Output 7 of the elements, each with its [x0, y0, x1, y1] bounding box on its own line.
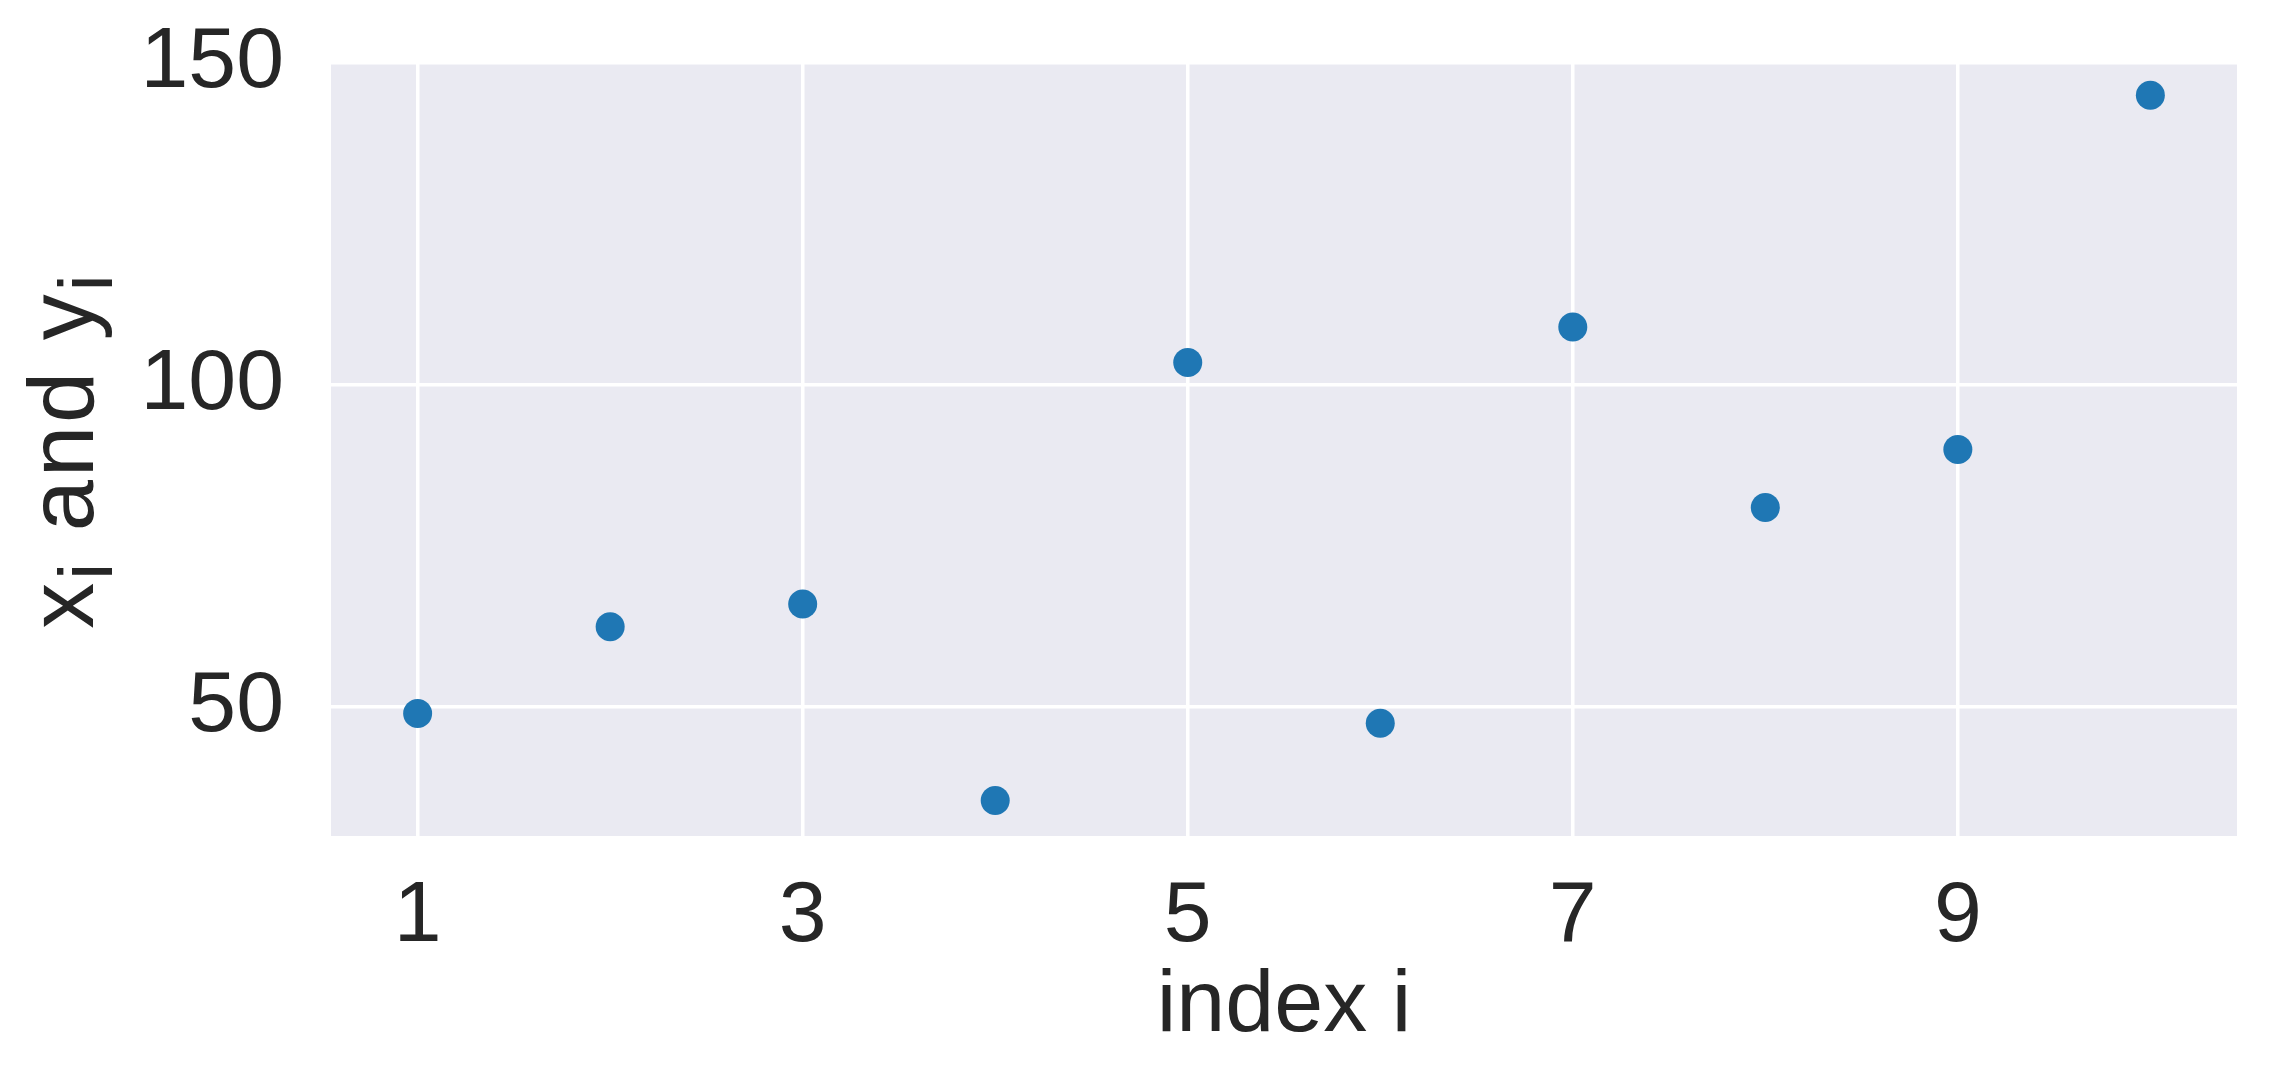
y-tick-label: 150 — [140, 8, 284, 105]
y-tick-label: 50 — [188, 652, 284, 749]
x-tick-label: 1 — [393, 863, 442, 960]
y-tick-label: 100 — [140, 330, 284, 427]
x-tick-label: 3 — [778, 863, 827, 960]
x-tick-label: 9 — [1933, 863, 1982, 960]
x-tick-label: 7 — [1548, 863, 1597, 960]
